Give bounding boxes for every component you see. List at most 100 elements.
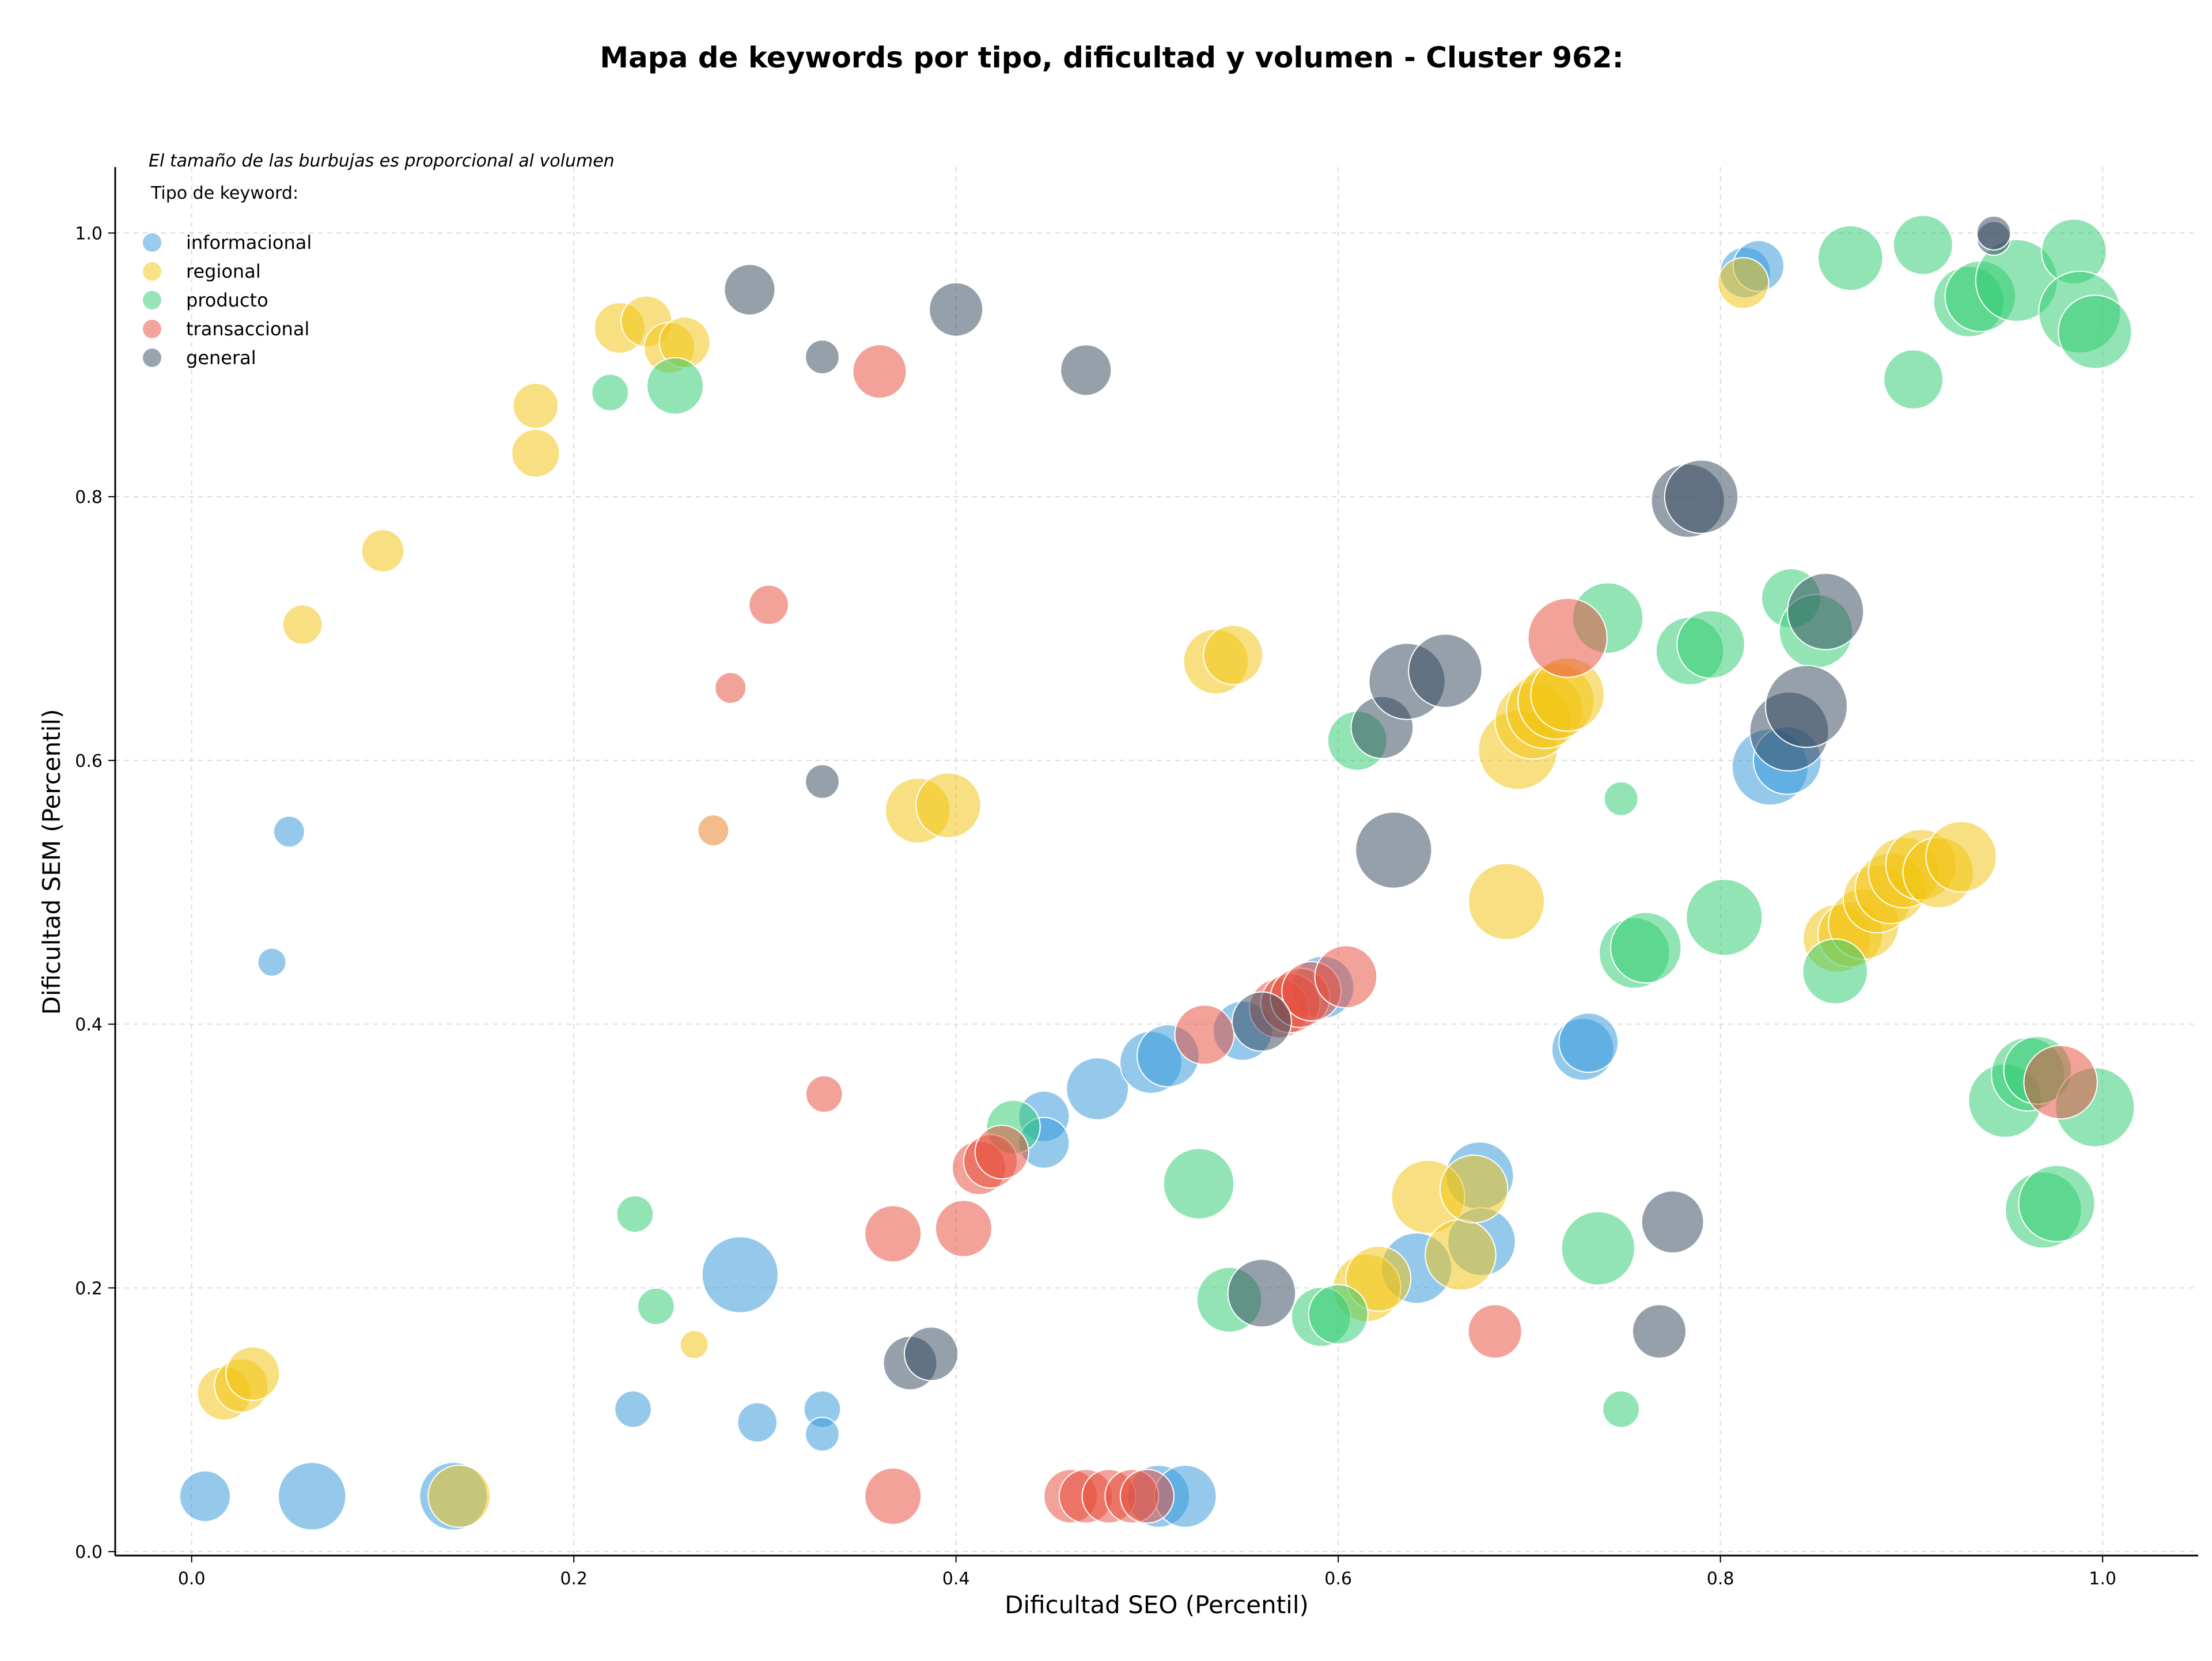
bubble-producto [1685,879,1763,956]
bubble-producto [591,373,630,412]
bubble-general [1664,459,1739,534]
legend-marker-transaccional [142,319,162,339]
y-tick-label: 0.0 [75,1542,103,1562]
bubble-informacional [272,815,305,848]
bubble-informacional [1066,1057,1130,1121]
ticks: 0.0 0.0 0.2 0.2 0.4 0.4 0.6 0.6 0.8 0.8 1.0 1.0 [75,224,2116,1589]
bubble-producto [1162,1148,1235,1220]
bubble-general [1227,1258,1297,1328]
bubble-general [1631,1304,1687,1359]
bubble-regional [915,772,982,839]
bubble-general [805,339,840,374]
legend: informacional regional producto transaccion… [142,232,312,369]
x-tick-label: 1.0 [2089,1569,2116,1589]
bubble-producto [1883,349,1944,410]
bubble-informacional [701,1236,779,1314]
bubble-informacional [737,1402,778,1443]
bubble-producto [1610,911,1682,984]
legend-label-producto: producto [186,289,268,311]
bubble-producto [1308,1284,1369,1345]
bubble-general [1408,633,1483,708]
bubble-regional [512,383,559,429]
bubble-producto [616,1195,654,1234]
legend-label-transaccional: transaccional [186,318,309,340]
x-axis-label: Dificultad SEO (Percentil) [1005,1591,1309,1619]
bubble-transaccional [1174,1004,1235,1065]
bubble-transaccional [864,1467,922,1526]
legend-marker-general [142,347,162,368]
bubble-regional [1925,820,1997,893]
bubble-transaccional [805,1075,843,1113]
bubble-informacional [614,1390,652,1428]
legend-marker-informacional [142,232,162,253]
bubble-transaccional [852,344,907,399]
bubble-transaccional [2023,1045,2098,1120]
bubble-regional [427,1465,491,1528]
legend-label-regional: regional [186,260,261,282]
bubble-producto [1602,1390,1640,1428]
bubble-transaccional [974,1125,1029,1180]
bubble-transaccional [934,1200,993,1258]
chart-annotation: El tamaño de las burbujas es proporciona… [149,151,615,171]
bubble-producto [1560,1211,1636,1286]
bubble-producto [1892,214,1953,275]
bubble-producto [637,1287,675,1326]
bubble-producto [2018,1164,2096,1243]
legend-label-general: general [186,347,256,369]
axes [114,167,2198,1557]
bubble-regional [225,1346,281,1401]
legend-title: Tipo de keyword: [150,183,298,203]
bubble-producto [1603,781,1639,816]
bubble-producto [1676,610,1745,679]
bubble-regional [1439,1154,1509,1224]
bubble-general [1786,573,1865,650]
legend-marker-regional [142,261,162,282]
bubbles [179,214,2135,1531]
y-tick-label: 1.0 [75,224,103,244]
bubble-transaccional [1467,1304,1522,1359]
bubble-producto [1817,225,1884,292]
bubble-informacional [179,1470,232,1523]
bubble-regional [1345,1246,1412,1312]
legend-marker-producto [142,290,162,311]
bubble-informacional [805,1417,840,1452]
legend-label-informacional: informacional [186,232,312,253]
bubble-general [1355,811,1433,889]
bubble-transaccional [748,584,789,626]
bubble-producto [2058,294,2133,369]
bubble-regional [1425,1219,1497,1291]
bubble-general [1764,665,1848,748]
bubble-regional [282,604,323,645]
bubble-transaccional [1314,945,1378,1009]
bubble-regional [1467,862,1546,940]
bubble-general [1060,344,1112,396]
bubble-producto [646,357,704,415]
y-tick-label: 0.8 [75,487,103,508]
x-tick-label: 0.6 [1324,1569,1352,1589]
bubble-informacional [1558,1012,1619,1073]
bubble-other [697,814,730,847]
x-tick-label: 0.2 [560,1569,588,1589]
y-tick-label: 0.4 [75,1015,103,1035]
bubble-general [805,764,840,799]
x-tick-label: 0.8 [1707,1569,1734,1589]
y-tick-label: 0.6 [75,751,103,771]
bubble-informacional [257,947,287,977]
chart-title: Mapa de keywords por tipo, dificultad y … [600,41,1623,74]
bubble-transaccional [864,1205,922,1263]
bubble-regional [1717,257,1770,309]
bubble-regional [1203,625,1264,686]
x-tick-label: 0.0 [178,1569,206,1589]
y-tick-label: 0.2 [75,1278,103,1299]
bubble-informacional [277,1462,347,1531]
x-tick-label: 0.4 [942,1569,970,1589]
bubble-regional [511,428,560,478]
bubble-regional [679,1330,709,1360]
bubble-general [1232,991,1292,1052]
grid [115,167,2198,1556]
y-axis-label: Dificultad SEM (Percentil) [37,709,66,1015]
bubble-regional [361,529,405,573]
bubble-general [929,282,984,337]
bubble-general [724,263,776,316]
